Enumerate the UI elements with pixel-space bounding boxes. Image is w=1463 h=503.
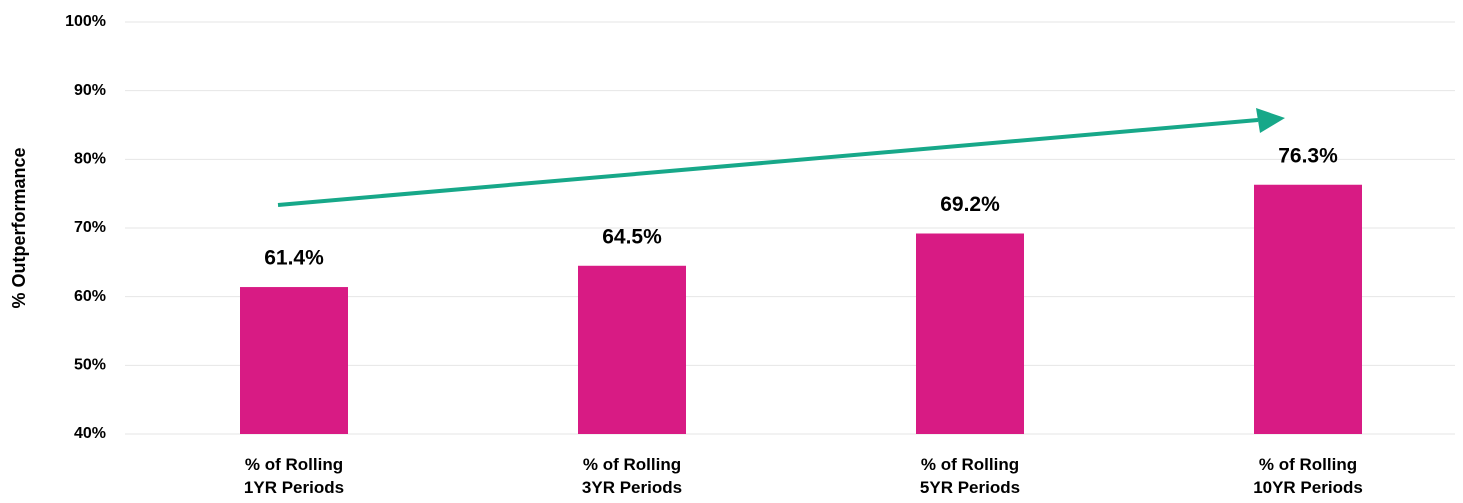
bar xyxy=(1254,184,1362,434)
y-tick-label: 80% xyxy=(74,151,106,168)
x-tick-line: 1YR Periods xyxy=(244,478,344,497)
x-tick-line: 3YR Periods xyxy=(582,478,682,497)
value-label: 69.2% xyxy=(940,193,1000,216)
bar xyxy=(240,287,348,434)
trend-arrow xyxy=(277,118,1259,207)
y-tick-label: 70% xyxy=(74,219,106,236)
x-tick-line: % of Rolling xyxy=(1259,455,1357,474)
x-tick-line: % of Rolling xyxy=(583,455,681,474)
arrow-head xyxy=(1256,108,1285,133)
plot-area: 40% 50% 60% 70% 80% 90% 100% 61.4% % of Rolling 1… xyxy=(65,13,1455,497)
x-tick-line: % of Rolling xyxy=(921,455,1019,474)
x-tick-label: % of Rolling 5YR Periods xyxy=(920,455,1020,497)
bar xyxy=(578,265,686,434)
y-axis-label: % Outperformance xyxy=(9,147,29,308)
y-tick-label: 60% xyxy=(74,288,106,305)
x-tick-line: % of Rolling xyxy=(245,455,343,474)
value-label: 76.3% xyxy=(1278,144,1338,167)
x-tick-label: % of Rolling 3YR Periods xyxy=(582,455,682,497)
value-label: 61.4% xyxy=(264,247,324,270)
x-tick-label: % of Rolling 1YR Periods xyxy=(244,455,344,497)
y-tick-label: 90% xyxy=(74,82,106,99)
y-tick-label: 40% xyxy=(74,425,106,442)
x-tick-line: 10YR Periods xyxy=(1253,478,1363,497)
bar xyxy=(916,233,1024,434)
x-tick-label: % of Rolling 10YR Periods xyxy=(1253,455,1363,497)
value-label: 64.5% xyxy=(602,225,662,248)
y-tick-label: 50% xyxy=(74,357,106,374)
y-tick-label: 100% xyxy=(65,13,106,30)
x-tick-line: 5YR Periods xyxy=(920,478,1020,497)
